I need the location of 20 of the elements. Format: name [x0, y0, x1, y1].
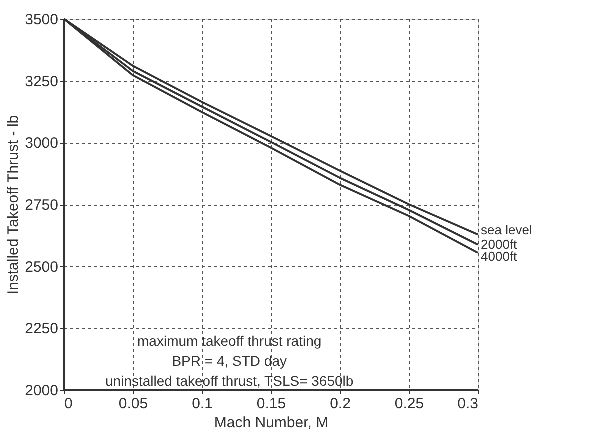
x-tick-label: 0.2: [330, 396, 351, 412]
annotation: BPR = 4, STD day: [172, 353, 287, 369]
y-tick-label: 2500: [25, 258, 58, 276]
x-tick-label: 0.3: [458, 396, 478, 412]
y-tick-label: 2250: [25, 320, 58, 338]
annotation: uninstalled takeoff thrust, TSLS= 3650lb: [106, 373, 354, 389]
y-tick-label: 2000: [25, 382, 58, 400]
y-tick-label: 3000: [25, 135, 58, 152]
y-tick-label: 3500: [25, 12, 58, 28]
x-tick-label: 0.1: [192, 396, 213, 412]
y-axis-title: Installed Takeoff Thrust - lb: [5, 115, 22, 295]
x-tick-label: 0.15: [256, 396, 286, 412]
x-axis-title: Mach Number, M: [214, 414, 329, 432]
x-tick-label: 0: [64, 396, 73, 412]
y-tick-label: 3250: [25, 73, 58, 90]
x-tick-label: 0.05: [118, 396, 148, 412]
series-label: sea level: [481, 222, 532, 238]
y-tick-label: 2750: [25, 197, 58, 214]
annotation: maximum takeoff thrust rating: [138, 333, 322, 349]
x-tick-label: 0.25: [394, 396, 424, 412]
